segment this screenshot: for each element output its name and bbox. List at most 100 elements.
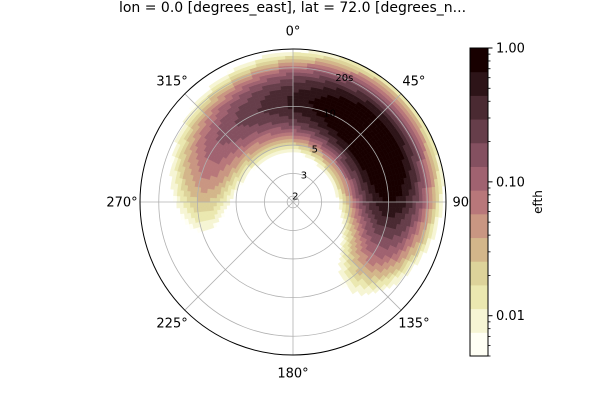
spectrum-cell — [212, 197, 217, 203]
radial-grid-ring — [196, 106, 389, 298]
spectrum-cell — [285, 135, 290, 140]
spectrum-cell — [286, 85, 294, 90]
spectrum-cell — [378, 192, 383, 198]
spectrum-cell — [292, 52, 302, 57]
spectrum-cell — [359, 198, 364, 203]
spectrum-cell — [286, 78, 294, 83]
spectrum-cell — [289, 145, 294, 150]
polar-frame — [139, 48, 447, 356]
spectrum-cell — [203, 192, 208, 198]
spectrum-cell — [297, 115, 303, 120]
radial-tick-labels: 23 5 10 20s — [292, 73, 353, 203]
spectrum-cell — [206, 206, 211, 212]
spectrum-cell — [287, 98, 294, 103]
spectrum-cell — [375, 201, 380, 207]
spectrum-cell — [296, 118, 302, 123]
spectrum-cell — [292, 72, 301, 76]
spectrum-cell — [428, 194, 433, 203]
spectrum-cell — [173, 189, 178, 197]
spectrum-cell — [295, 138, 300, 143]
spectrum-cell — [216, 205, 221, 211]
spectrum-cell — [223, 205, 228, 210]
colorbar-ticks: 1.00 0.10 0.01 — [488, 42, 525, 357]
spectrum-cell — [438, 209, 443, 218]
spectrum-cell — [289, 148, 294, 153]
spectrum-cell — [345, 192, 350, 197]
spectrum-cell — [184, 218, 190, 226]
spectrum-cell — [292, 108, 299, 113]
spectrum-cell — [229, 195, 234, 200]
spectrum-cell — [283, 115, 289, 120]
spectrum-cell — [286, 88, 294, 93]
spectrum-cell — [287, 95, 294, 100]
spectrum-cell — [179, 195, 184, 203]
colorbar-band — [470, 71, 488, 96]
spectrum-cell — [292, 88, 300, 93]
spectrum-cell — [292, 85, 300, 90]
spectrum-cell — [388, 191, 393, 198]
spectrum-cell — [286, 138, 291, 143]
spectrum-cell — [405, 201, 410, 209]
spectrum-cell — [282, 102, 289, 107]
spectrum-cell — [179, 207, 185, 215]
radial-grid-ring — [235, 144, 351, 260]
angular-tick-label: 45° — [402, 75, 425, 90]
spectrum-cell — [365, 205, 370, 211]
angular-grid-line — [292, 201, 402, 311]
spectrum-cell — [292, 121, 298, 126]
spectrum-cell — [375, 192, 380, 198]
spectrum-cell — [284, 122, 290, 127]
spectrum-cell — [223, 194, 228, 199]
spectrum-cell — [292, 95, 299, 100]
spectrum-cell — [359, 201, 364, 206]
spectrum-cell — [296, 125, 302, 130]
colorbar-tick-label: 0.01 — [496, 309, 525, 324]
spectrum-cell — [392, 196, 397, 203]
spectrum-cell — [296, 128, 301, 133]
spectrum-cell — [219, 194, 224, 199]
spectrum-cell — [297, 102, 304, 107]
radial-tick-label: 10 — [323, 109, 336, 120]
spectrum-cell — [285, 55, 294, 60]
spectrum-cell — [342, 196, 347, 200]
angular-tick-label: 180° — [277, 367, 308, 382]
angular-grid-line — [184, 201, 294, 311]
spectrum-cell — [412, 195, 417, 203]
spectrum-cell — [285, 58, 294, 63]
spectrum-cell — [415, 201, 420, 209]
colorbar-band — [470, 213, 488, 239]
spectrum-cell — [434, 216, 439, 226]
spectrum-cell — [292, 102, 299, 106]
spectrum-cell — [176, 195, 181, 203]
spectrum-cell — [382, 196, 387, 203]
spectrum-cell — [352, 204, 357, 209]
spectrum-cell — [423, 244, 430, 254]
colorbar-band — [470, 142, 488, 167]
spectrum-cell — [209, 197, 214, 203]
spectrum-cell — [419, 201, 423, 210]
spectrum-cell — [203, 206, 208, 212]
colorbar-bands — [470, 48, 488, 357]
spectrum-cell — [283, 108, 289, 113]
spectrum-cell — [386, 281, 395, 290]
spectrum-cell — [359, 289, 367, 297]
spectrum-cell — [422, 194, 427, 203]
spectrum-cell — [292, 98, 299, 103]
spectrum-cell — [292, 92, 299, 96]
spectrum-cell — [288, 128, 294, 133]
spectrum-cell — [170, 182, 175, 190]
spectrum-cell — [409, 201, 413, 209]
spectrum-cell — [389, 201, 393, 208]
angular-grid-line — [184, 93, 294, 203]
spectrum-cell — [352, 198, 357, 203]
spectrum-cell — [292, 128, 298, 133]
spectrum-cell — [368, 193, 373, 199]
spectrum-cell — [292, 125, 298, 130]
radial-grid-ring — [264, 173, 322, 231]
spectrum-cell — [368, 205, 373, 211]
colorbar-band — [470, 48, 488, 73]
radial-grid-ring — [158, 67, 428, 337]
spectrum-cell — [405, 195, 410, 203]
spectrum-cell — [283, 145, 288, 150]
